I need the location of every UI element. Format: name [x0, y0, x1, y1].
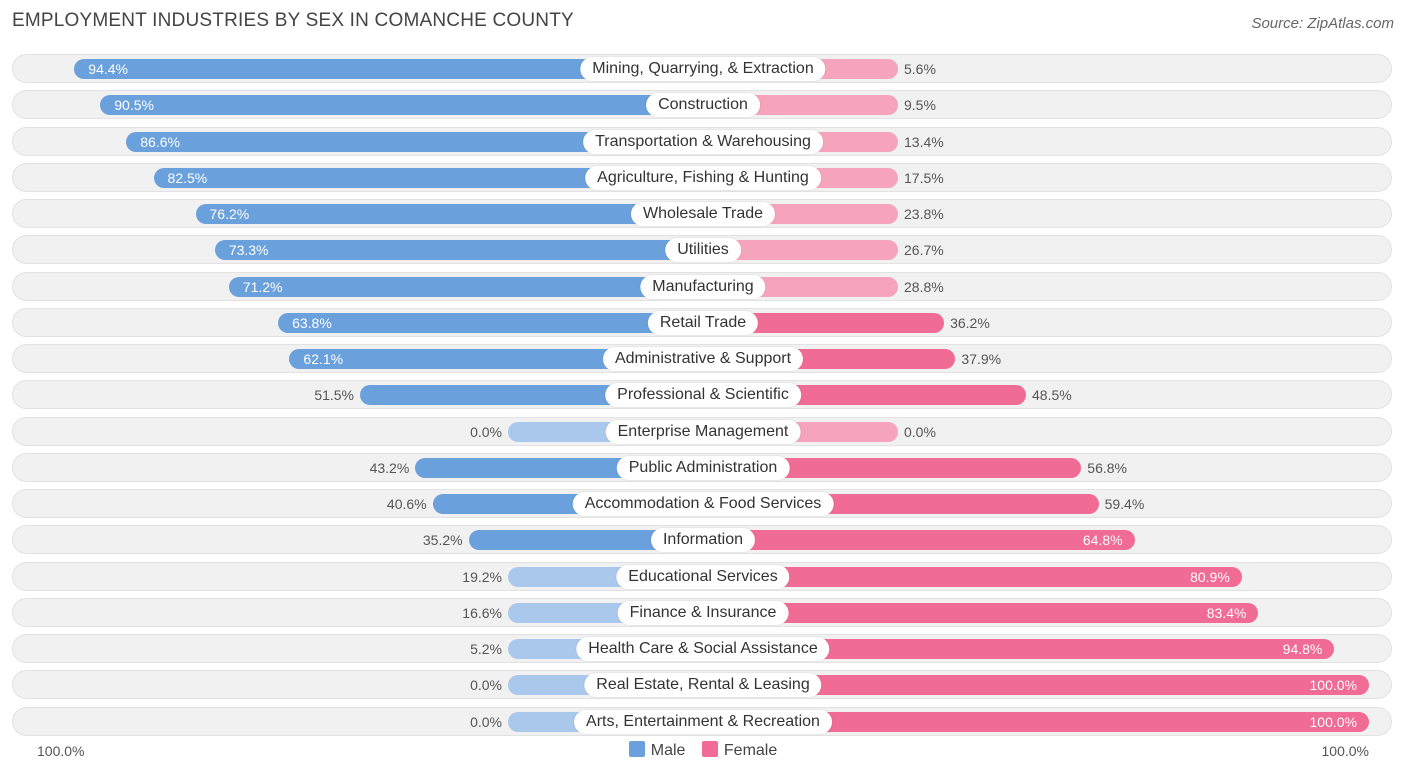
female-value-label: 48.5%: [1032, 387, 1072, 404]
male-bar[interactable]: [468, 530, 703, 551]
female-bar[interactable]: [703, 457, 1082, 478]
male-value-label: 73.3%: [228, 242, 269, 259]
male-value-label: 5.2%: [470, 641, 502, 657]
category-label: Educational Services: [616, 564, 790, 589]
category-label: Construction: [646, 93, 760, 118]
male-value-label: 94.4%: [88, 61, 128, 77]
category-label: Manufacturing: [640, 274, 766, 299]
male-value-label: 0.0%: [470, 677, 502, 694]
category-label: Administrative & Support: [602, 347, 804, 371]
category-label: Arts, Entertainment & Recreation: [574, 709, 832, 734]
female-bar[interactable]: [703, 675, 1369, 696]
female-value-label: 56.8%: [1087, 459, 1127, 476]
male-value-label: 86.6%: [140, 133, 180, 150]
legend-swatch-male: [628, 741, 645, 757]
female-value-label: 0.0%: [904, 423, 936, 440]
male-value-label: 71.2%: [242, 278, 283, 295]
axis-right-label: 100.0%: [1321, 743, 1369, 759]
female-value-label: 37.9%: [961, 351, 1002, 367]
category-label: Professional & Scientific: [605, 383, 801, 408]
legend-item-male[interactable]: Male: [628, 741, 686, 760]
male-bar[interactable]: [278, 312, 703, 333]
axis-left-label: 100.0%: [37, 743, 85, 759]
male-bar[interactable]: [126, 131, 703, 152]
male-value-label: 90.5%: [114, 97, 154, 114]
category-label: Real Estate, Rental & Leasing: [584, 673, 822, 698]
male-value-label: 63.8%: [292, 314, 332, 331]
female-bar[interactable]: [703, 711, 1369, 732]
category-label: Finance & Insurance: [617, 600, 789, 625]
male-value-label: 40.6%: [386, 496, 427, 512]
female-bar[interactable]: [703, 530, 1135, 551]
male-value-label: 35.2%: [422, 532, 463, 549]
female-bar[interactable]: [703, 240, 898, 261]
female-value-label: 100.0%: [1309, 713, 1357, 730]
female-value-label: 23.8%: [904, 206, 944, 222]
legend-swatch-female: [701, 741, 718, 757]
chart-title: EMPLOYMENT INDUSTRIES BY SEX IN COMANCHE…: [12, 10, 574, 31]
category-label: Enterprise Management: [605, 419, 801, 444]
male-value-label: 19.2%: [462, 568, 502, 585]
male-bar[interactable]: [74, 59, 703, 79]
category-label: Health Care & Social Assistance: [576, 637, 830, 661]
male-bar[interactable]: [100, 95, 703, 116]
female-bar[interactable]: [703, 566, 1242, 587]
male-value-label: 16.6%: [462, 604, 502, 621]
category-label: Wholesale Trade: [630, 202, 776, 226]
category-label: Transportation & Warehousing: [583, 129, 823, 154]
male-value-label: 82.5%: [167, 169, 208, 186]
female-bar[interactable]: [703, 639, 1335, 659]
legend-label-male: Male: [650, 742, 686, 759]
category-label: Agriculture, Fishing & Hunting: [585, 165, 821, 190]
male-bar[interactable]: [153, 167, 703, 188]
category-label: Utilities: [665, 238, 741, 263]
female-value-label: 94.8%: [1282, 641, 1323, 657]
female-value-label: 5.6%: [904, 61, 936, 77]
female-value-label: 36.2%: [950, 314, 990, 331]
legend-item-female[interactable]: Female: [701, 741, 778, 760]
male-bar[interactable]: [214, 240, 703, 261]
female-value-label: 100.0%: [1309, 677, 1357, 694]
female-bar[interactable]: [703, 312, 945, 333]
male-bar[interactable]: [228, 276, 703, 297]
category-label: Accommodation & Food Services: [572, 492, 834, 516]
female-value-label: 64.8%: [1082, 532, 1123, 549]
category-label: Mining, Quarrying, & Extraction: [580, 57, 826, 81]
legend: Male Female: [0, 741, 1406, 760]
female-value-label: 83.4%: [1206, 604, 1247, 621]
category-label: Information: [650, 528, 756, 553]
male-value-label: 62.1%: [303, 351, 344, 367]
legend-label-female: Female: [723, 742, 778, 759]
male-value-label: 76.2%: [209, 206, 250, 222]
source-credit: Source: ZipAtlas.com: [1251, 15, 1394, 32]
male-value-label: 0.0%: [470, 713, 502, 730]
female-bar[interactable]: [703, 602, 1259, 623]
female-value-label: 26.7%: [904, 242, 944, 259]
male-value-label: 43.2%: [369, 459, 410, 476]
category-label: Retail Trade: [647, 310, 759, 335]
female-value-label: 59.4%: [1104, 496, 1145, 512]
male-value-label: 51.5%: [314, 387, 355, 404]
category-label: Public Administration: [616, 455, 790, 480]
female-value-label: 80.9%: [1190, 568, 1230, 585]
female-value-label: 9.5%: [904, 97, 936, 114]
male-bar[interactable]: [195, 204, 703, 224]
female-value-label: 13.4%: [904, 133, 944, 150]
female-value-label: 17.5%: [904, 169, 944, 186]
male-bar[interactable]: [289, 349, 703, 369]
male-value-label: 0.0%: [470, 423, 502, 440]
female-value-label: 28.8%: [904, 278, 944, 295]
